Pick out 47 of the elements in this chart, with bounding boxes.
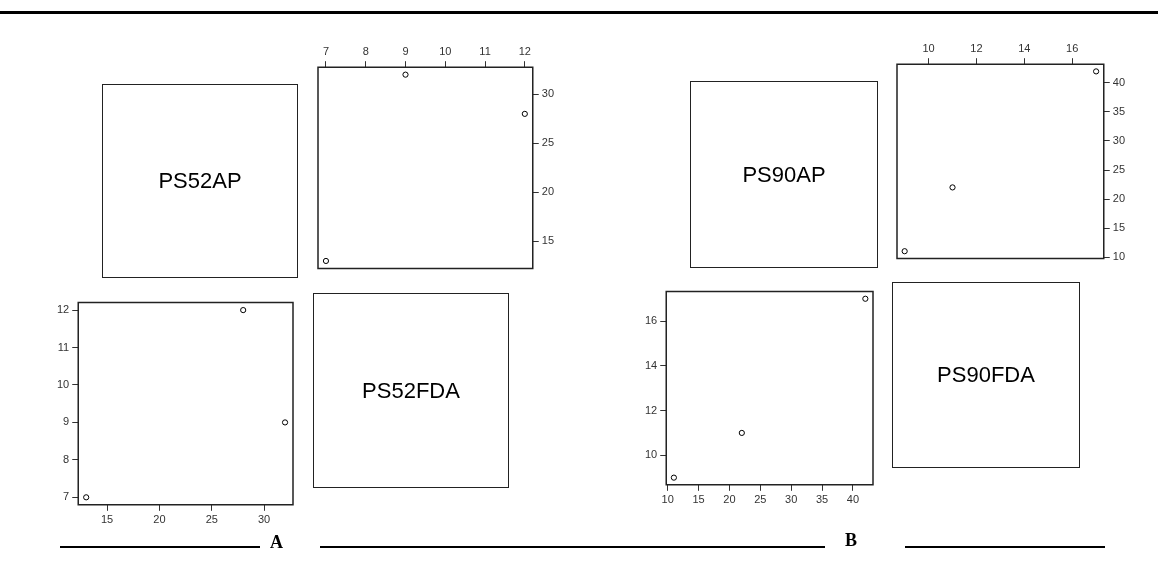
text: B [845,530,858,551]
y-tick-label: 10 [1112,250,1126,263]
y-tick-label: 15 [1112,221,1126,234]
x-tick-label: 20 [153,513,166,526]
text: PS52AP [102,84,298,278]
y-tick-label: 15 [541,234,555,247]
text: A [270,532,283,553]
y-tick-label: 11 [57,340,70,353]
y-tick-label: 30 [541,87,555,100]
y-tick-label: 25 [541,136,555,149]
y-tick-label: 8 [63,452,70,465]
x-tick-label: 20 [723,493,736,506]
x-tick-label: 15 [101,513,114,526]
x-tick-label: 10 [661,493,674,506]
x-tick-label: 25 [754,493,767,506]
x-tick-label: 14 [1018,41,1031,54]
x-tick-label: 40 [846,493,860,506]
x-tick-label: 25 [205,513,218,526]
x-tick-label: 8 [362,44,369,57]
y-tick-label: 30 [1112,134,1126,147]
text: PS90FDA [892,282,1080,468]
y-tick-label: 40 [1112,76,1126,89]
x-tick-label: 30 [257,513,271,526]
x-tick-label: 12 [970,41,983,54]
x-tick-label: 35 [815,493,829,506]
y-tick-label: 9 [63,415,70,428]
y-tick-label: 20 [541,185,555,198]
y-tick-label: 12 [56,303,70,316]
y-tick-label: 25 [1112,163,1126,176]
x-tick-label: 15 [692,493,705,506]
text: PS52FDA [313,293,509,488]
x-tick-label: 10 [439,44,452,57]
x-tick-label: 30 [785,493,798,506]
y-tick-label: 10 [644,448,658,461]
x-tick-label: 11 [479,44,491,57]
y-tick-label: 35 [1112,105,1126,118]
x-tick-label: 7 [322,44,330,57]
x-tick-label: 12 [518,44,531,57]
y-tick-label: 10 [56,378,70,391]
x-tick-label: 16 [1066,41,1079,54]
text: PS90AP [690,81,878,268]
x-tick-label: 10 [922,41,935,54]
x-tick-label: 9 [402,44,409,57]
y-tick-label: 20 [1112,192,1126,205]
y-tick-label: 14 [644,358,658,371]
y-tick-label: 12 [644,403,658,416]
y-tick-label: 16 [644,314,658,327]
